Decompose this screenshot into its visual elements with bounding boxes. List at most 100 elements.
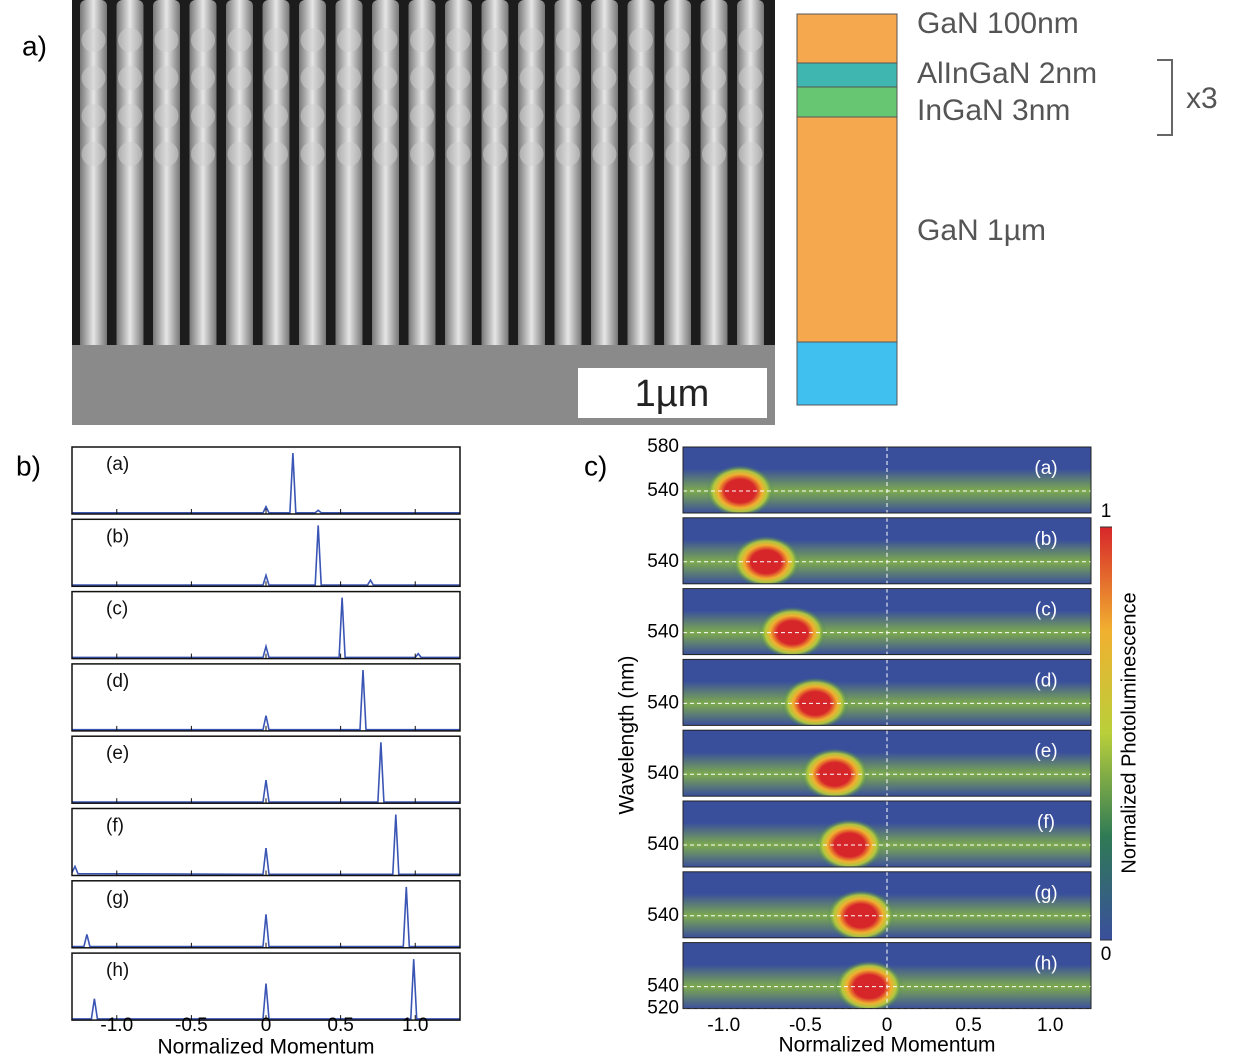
layer-stack (796, 13, 898, 406)
pillar-disc (738, 28, 763, 52)
pillar-disc (118, 104, 142, 128)
x-axis-label: Normalized Momentum (157, 1036, 374, 1057)
pillar (700, 0, 728, 350)
pillar-disc (337, 28, 361, 52)
pillar-disc (410, 66, 434, 90)
pillar-disc (337, 142, 361, 166)
x-tick-label: -0.5 (789, 1015, 822, 1036)
pillar-disc (227, 28, 252, 52)
pillar (554, 0, 582, 350)
spectrum-line (72, 453, 460, 514)
panel-frame (682, 658, 1092, 726)
panel-sublabel: (a) (106, 454, 129, 475)
y-tick-label: 540 (647, 763, 679, 784)
pillar (372, 0, 399, 350)
pillar-disc (81, 142, 106, 166)
pillar-disc (373, 104, 398, 128)
pillar-disc (154, 142, 179, 166)
y-tick-label: 580 (647, 436, 679, 457)
panel-label: a) (22, 30, 47, 61)
pillar-disc (556, 104, 580, 128)
heatmap-panel (683, 447, 1091, 513)
panel-sublabel: (e) (1034, 741, 1057, 762)
pillar-disc (373, 28, 398, 52)
pillar-disc (300, 66, 325, 90)
pillar-disc (592, 28, 617, 52)
panel-frame (682, 871, 1092, 939)
pillar (153, 0, 180, 350)
panel-frame (682, 942, 1092, 1010)
panel-sublabel: (d) (106, 671, 129, 692)
repeat-label: x3 (1186, 82, 1218, 115)
pillar-disc (118, 142, 142, 166)
pillar-disc (264, 66, 288, 90)
sem-image (72, 0, 775, 425)
y-tick-label: 520 (647, 998, 679, 1019)
pillar-disc (665, 28, 690, 52)
pillar-disc (446, 66, 471, 90)
x-tick-label: 0.5 (327, 1015, 353, 1036)
pillar-disc (264, 104, 288, 128)
pillar-disc (154, 104, 179, 128)
pillar-disc (264, 142, 288, 166)
pillar-disc (519, 66, 544, 90)
spectrum-line (72, 959, 460, 1020)
heatmap-panel (683, 730, 1091, 797)
pillar (408, 0, 436, 350)
pillar (627, 0, 655, 350)
y-tick-label: 540 (647, 834, 679, 855)
x-tick-label: -0.5 (175, 1015, 208, 1036)
pillar (80, 0, 107, 350)
pillar-disc (191, 142, 215, 166)
y-axis-label: Wavelength (nm) (616, 655, 639, 814)
pillar-disc (154, 66, 179, 90)
x-tick-label: 0.5 (955, 1015, 981, 1036)
layer (796, 86, 898, 118)
panel-sublabel: (g) (1034, 883, 1057, 904)
pillar-disc (702, 66, 726, 90)
pillar-disc (556, 28, 580, 52)
pillar-disc (410, 142, 434, 166)
pillar-disc (629, 142, 653, 166)
heatmap-panel (683, 588, 1091, 655)
spectrum-line (72, 669, 460, 731)
pillar-disc (191, 104, 215, 128)
pillar-disc (118, 28, 142, 52)
layer (796, 13, 898, 64)
pillar-disc (629, 104, 653, 128)
pillar-disc (81, 104, 106, 128)
colorbar-tick-label: 1 (1101, 501, 1112, 522)
spectrum-line (72, 525, 460, 586)
pillar-disc (665, 104, 690, 128)
spectrum-line (72, 886, 460, 948)
pillar-disc (629, 28, 653, 52)
panel-frame (71, 735, 461, 804)
layer-label: AlInGaN 2nm (917, 57, 1097, 90)
panel-sublabel: (e) (106, 743, 129, 764)
panel-label: c) (584, 450, 607, 481)
heatmap-panel (683, 801, 1091, 867)
pillar-disc (592, 142, 617, 166)
panel-frame (71, 807, 461, 877)
pillar-disc (665, 66, 690, 90)
x-tick-label: 0 (261, 1015, 272, 1036)
pillar-disc (118, 66, 142, 90)
pillar-disc (738, 142, 763, 166)
pillar-disc (519, 142, 544, 166)
pillar-disc (300, 142, 325, 166)
pillar-disc (556, 142, 580, 166)
heatmap-panel (683, 659, 1091, 726)
emission-peak (732, 535, 801, 584)
heatmap-panel (683, 942, 1091, 1009)
pillar-disc (227, 142, 252, 166)
panel-sublabel: (b) (106, 526, 129, 547)
pillar-disc (702, 28, 726, 52)
panel-sublabel: (h) (106, 960, 129, 981)
pillar-disc (519, 28, 544, 52)
pillar (445, 0, 472, 350)
pillar-disc (483, 28, 507, 52)
layer (796, 116, 898, 343)
pillar-disc (81, 28, 106, 52)
scale-bar (578, 368, 767, 418)
